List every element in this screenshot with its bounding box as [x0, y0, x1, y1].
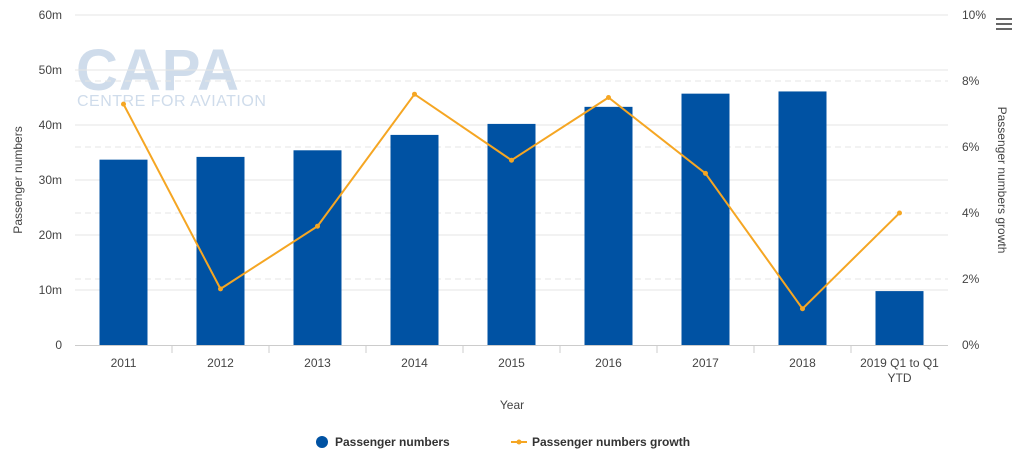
y2-tick-label: 2%: [962, 272, 980, 286]
legend-item-passenger-numbers-growth[interactable]: Passenger numbers growth: [511, 435, 690, 449]
line-series: [121, 91, 902, 312]
growth-point: [703, 170, 708, 176]
bar-series: [99, 91, 924, 346]
legend-line-dot: [516, 439, 522, 445]
growth-point: [800, 306, 805, 312]
y-tick-label: 0: [55, 338, 62, 352]
growth-point: [218, 286, 223, 292]
legend-label-passenger-numbers: Passenger numbers: [335, 435, 450, 449]
y-tick-label: 30m: [39, 173, 62, 187]
growth-point: [412, 91, 417, 97]
x-axis-title: Year: [500, 398, 524, 412]
y-axis-ticks: 0 10m 20m 30m 40m 50m 60m: [39, 8, 63, 352]
y2-tick-label: 6%: [962, 140, 980, 154]
y2-axis-title: Passenger numbers growth: [995, 107, 1009, 254]
legend-label-passenger-numbers-growth: Passenger numbers growth: [532, 435, 690, 449]
bar: [99, 159, 148, 345]
legend-item-passenger-numbers[interactable]: Passenger numbers: [316, 435, 450, 449]
growth-point: [121, 101, 126, 107]
growth-point: [606, 95, 611, 100]
bar: [390, 134, 439, 345]
hamburger-menu-icon[interactable]: [996, 18, 1012, 32]
capa-watermark-logo: CAPA CENTRE FOR AVIATION: [76, 38, 266, 110]
x-axis-ticks: 2011 2012 2013 2014 2015 2016 2017 2018 2019 Q1 …: [111, 345, 939, 385]
x-tick-label: 2015: [498, 356, 525, 370]
legend-bar-marker: [316, 436, 328, 448]
y-tick-label: 20m: [39, 228, 62, 242]
y-tick-label: 60m: [39, 8, 62, 22]
growth-point: [509, 157, 514, 163]
bar: [584, 106, 633, 345]
bar: [681, 93, 730, 346]
y2-tick-label: 4%: [962, 206, 980, 220]
y2-axis-ticks: 0% 2% 4% 6% 8% 10%: [962, 8, 986, 352]
x-tick-label: 2014: [401, 356, 428, 370]
svg-text:CENTRE FOR AVIATION: CENTRE FOR AVIATION: [77, 93, 266, 110]
legend: Passenger numbers Passenger numbers grow…: [316, 435, 690, 449]
bar: [487, 123, 536, 346]
y2-tick-label: 8%: [962, 74, 980, 88]
y2-tick-label: 10%: [962, 8, 986, 22]
y-tick-label: 50m: [39, 63, 62, 77]
y-tick-label: 10m: [39, 283, 62, 297]
y-tick-label: 40m: [39, 118, 62, 132]
y2-tick-label: 0%: [962, 338, 980, 352]
growth-point: [315, 223, 320, 229]
x-tick-label: 2011: [111, 356, 137, 370]
y-axis-title: Passenger numbers: [11, 126, 25, 233]
bar: [778, 91, 827, 345]
bar: [875, 291, 924, 345]
x-tick-label: 2017: [692, 356, 719, 370]
x-tick-label: 2013: [304, 356, 331, 370]
growth-point: [897, 210, 902, 216]
x-tick-label: 2019 Q1 to Q1 YTD: [860, 356, 939, 385]
x-tick-label: 2012: [207, 356, 234, 370]
x-tick-label: 2016: [595, 356, 622, 370]
bar: [293, 150, 342, 345]
x-tick-label: 2018: [789, 356, 816, 370]
bar: [196, 156, 245, 345]
